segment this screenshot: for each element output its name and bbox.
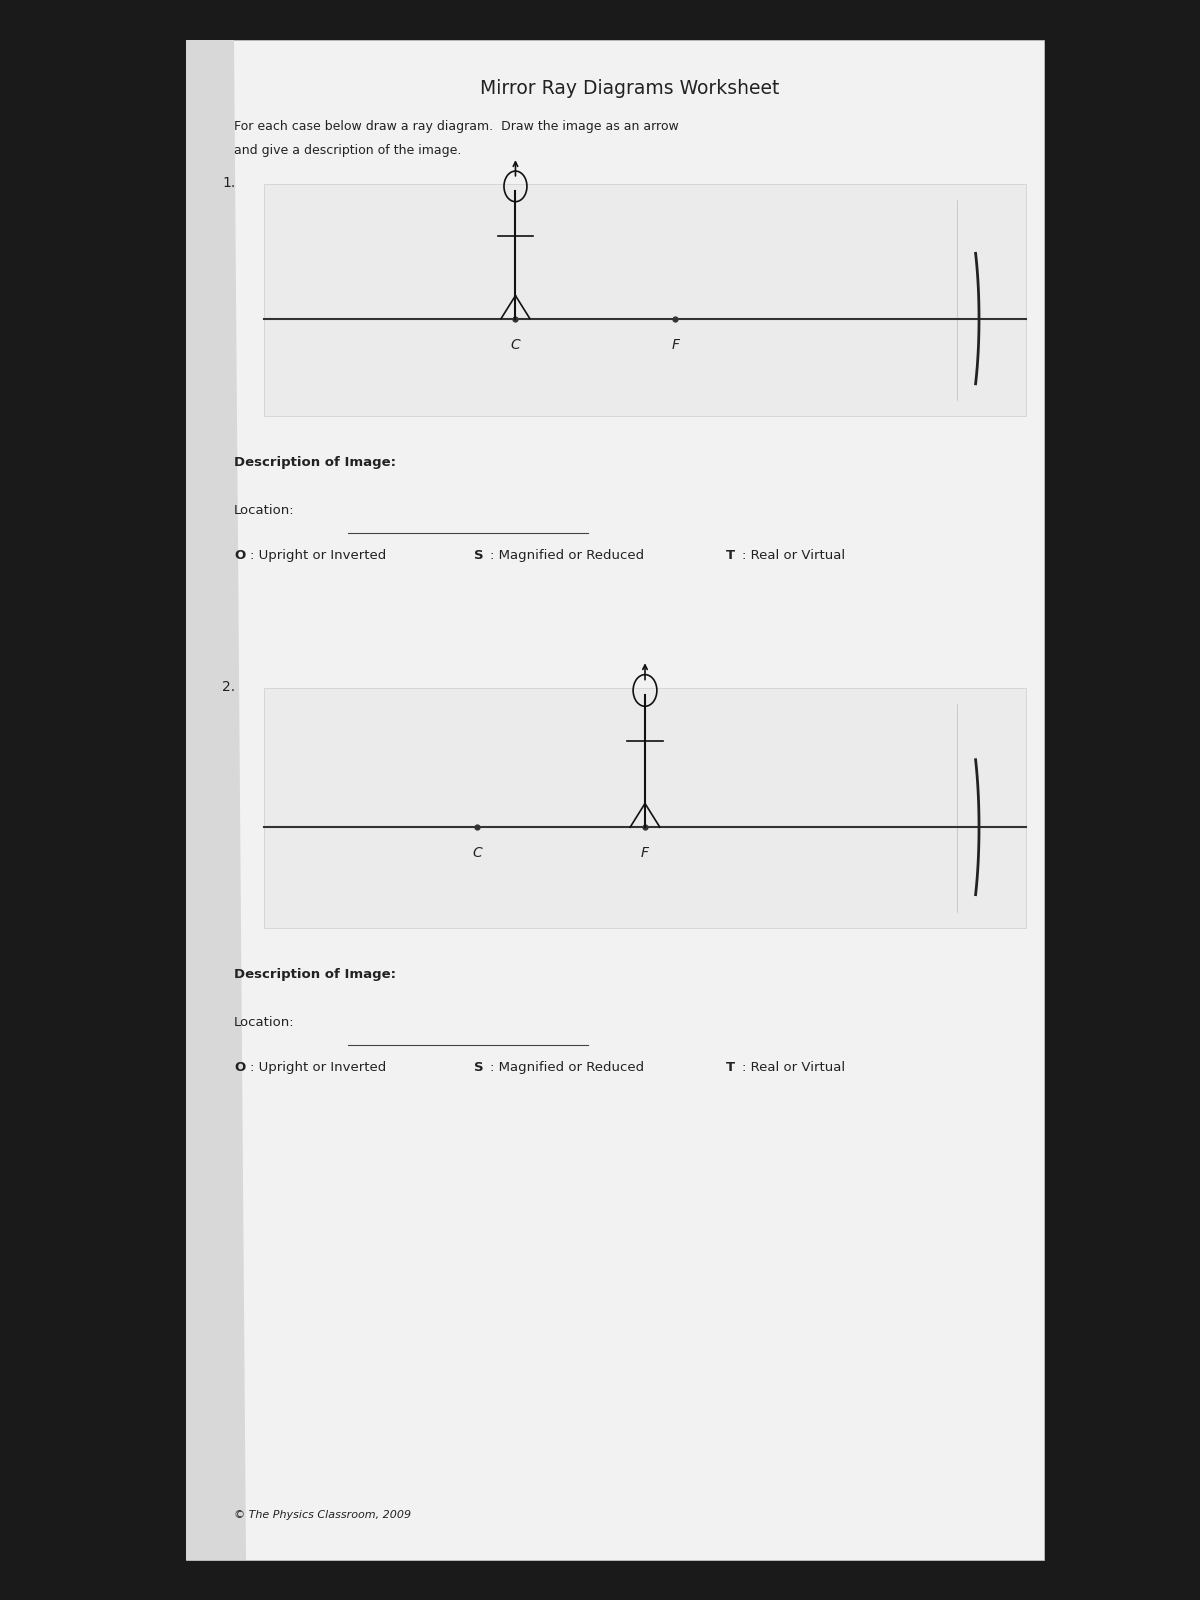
Text: T: T	[726, 549, 736, 562]
Text: F: F	[641, 846, 649, 861]
Text: Description of Image:: Description of Image:	[234, 968, 396, 981]
Text: 1.: 1.	[222, 176, 235, 190]
Text: : Magnified or Reduced: : Magnified or Reduced	[490, 1061, 643, 1074]
FancyBboxPatch shape	[186, 40, 1044, 1560]
Text: and give a description of the image.: and give a description of the image.	[234, 144, 461, 157]
Text: F: F	[672, 338, 679, 352]
Text: : Real or Virtual: : Real or Virtual	[742, 1061, 845, 1074]
Text: S: S	[474, 1061, 484, 1074]
FancyBboxPatch shape	[264, 688, 1026, 928]
Text: O: O	[234, 549, 245, 562]
Polygon shape	[186, 40, 246, 1560]
Text: 2.: 2.	[222, 680, 235, 694]
Text: : Upright or Inverted: : Upright or Inverted	[250, 549, 386, 562]
Text: T: T	[726, 1061, 736, 1074]
Text: Description of Image:: Description of Image:	[234, 456, 396, 469]
Text: Location:: Location:	[234, 1016, 295, 1029]
FancyBboxPatch shape	[264, 184, 1026, 416]
Text: C: C	[510, 338, 521, 352]
Text: C: C	[473, 846, 482, 861]
Text: O: O	[234, 1061, 245, 1074]
Text: Mirror Ray Diagrams Worksheet: Mirror Ray Diagrams Worksheet	[480, 78, 780, 98]
Text: : Magnified or Reduced: : Magnified or Reduced	[490, 549, 643, 562]
Text: S: S	[474, 549, 484, 562]
Text: : Real or Virtual: : Real or Virtual	[742, 549, 845, 562]
Text: Location:: Location:	[234, 504, 295, 517]
Text: : Upright or Inverted: : Upright or Inverted	[250, 1061, 386, 1074]
Text: © The Physics Classroom, 2009: © The Physics Classroom, 2009	[234, 1510, 412, 1520]
Text: For each case below draw a ray diagram.  Draw the image as an arrow: For each case below draw a ray diagram. …	[234, 120, 679, 133]
